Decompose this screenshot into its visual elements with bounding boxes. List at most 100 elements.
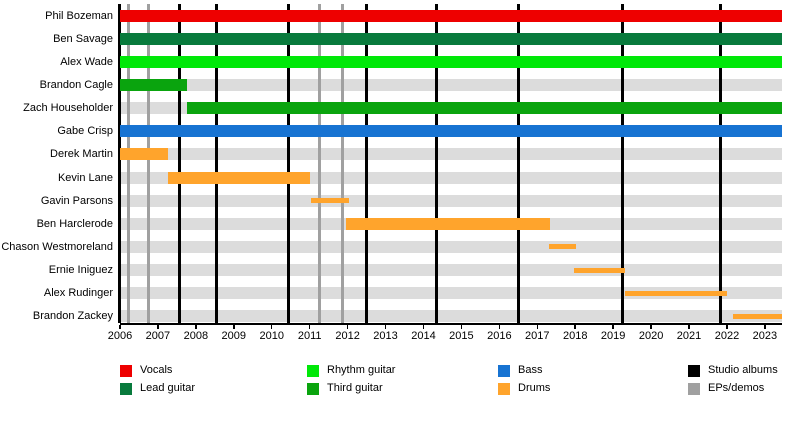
year-label-2011: 2011 [297, 330, 322, 342]
ep-demo-line [341, 4, 345, 323]
year-tick [460, 324, 463, 329]
legend-swatch-lead-guitar [120, 383, 132, 395]
year-label-2020: 2020 [638, 330, 664, 342]
member-bar-ben-harclerode [345, 217, 550, 230]
legend-label-lead-guitar: Lead guitar [140, 382, 196, 394]
member-label-phil-bozeman: Phil Bozeman [45, 9, 113, 22]
year-label-2013: 2013 [373, 330, 398, 342]
year-label-2023: 2023 [752, 330, 778, 342]
studio-album-line [719, 4, 723, 323]
member-bar-alex-wade [120, 56, 782, 69]
legend-swatch-third-guitar [307, 383, 319, 395]
member-row-track-brandon-cagle [120, 79, 782, 92]
legend-swatch-vocals [120, 365, 132, 377]
year-label-2010: 2010 [259, 330, 284, 342]
year-label-2018: 2018 [562, 330, 588, 342]
studio-album-line [287, 4, 291, 323]
member-row-track-chason-westmoreland [120, 240, 782, 253]
year-tick [308, 324, 311, 329]
legend-swatch-eps-demos [688, 383, 700, 395]
year-tick [384, 324, 387, 329]
studio-album-line [178, 4, 182, 323]
member-row-track-alex-rudinger [120, 287, 782, 300]
member-bar-gabe-crisp [120, 125, 782, 138]
legend-label-vocals: Vocals [140, 364, 173, 376]
year-label-2017: 2017 [525, 330, 550, 342]
member-bar-brandon-zackey [732, 313, 782, 319]
member-bar-ernie-iniguez [574, 267, 625, 273]
studio-album-line [621, 4, 625, 323]
ep-demo-line [126, 4, 130, 323]
year-tick [688, 324, 690, 329]
member-label-ben-harclerode: Ben Harclerode [36, 217, 113, 230]
member-label-kevin-lane: Kevin Lane [57, 171, 113, 184]
studio-album-line [516, 4, 520, 323]
member-row-track-gavin-parsons [120, 194, 782, 207]
member-bar-alex-rudinger [624, 290, 727, 296]
year-tick [422, 324, 425, 329]
year-tick [233, 324, 235, 329]
member-row-track-ernie-iniguez [120, 264, 782, 276]
studio-album-line [365, 4, 369, 323]
member-label-brandon-zackey: Brandon Zackey [32, 310, 113, 323]
member-label-chason-westmoreland: Chason Westmoreland [1, 240, 113, 253]
legend-label-studio-albums: Studio albums [708, 364, 778, 376]
member-bar-chason-westmoreland [548, 244, 576, 250]
member-label-gabe-crisp: Gabe Crisp [57, 125, 113, 138]
member-bar-derek-martin [120, 148, 168, 161]
member-row-track-derek-martin [120, 148, 782, 161]
year-tick [536, 324, 539, 329]
member-label-gavin-parsons: Gavin Parsons [40, 194, 113, 207]
year-tick [119, 324, 121, 329]
member-label-zach-householder: Zach Householder [23, 102, 113, 115]
legend-swatch-rhythm-guitar [307, 365, 319, 377]
year-label-2012: 2012 [335, 330, 360, 342]
year-label-2007: 2007 [145, 330, 171, 342]
legend-swatch-studio-albums [688, 365, 700, 377]
year-label-2014: 2014 [411, 330, 436, 342]
ep-demo-line [146, 4, 150, 323]
legend-label-bass: Bass [518, 364, 543, 376]
year-tick [650, 324, 652, 329]
year-tick [270, 324, 273, 329]
ep-demo-line [317, 4, 321, 323]
year-tick [195, 324, 197, 329]
legend-label-eps-demos: EPs/demos [708, 382, 765, 394]
year-label-2016: 2016 [487, 330, 512, 342]
member-label-derek-martin: Derek Martin [50, 148, 113, 161]
year-label-2021: 2021 [676, 330, 702, 342]
member-label-ben-savage: Ben Savage [53, 32, 113, 45]
legend-label-rhythm-guitar: Rhythm guitar [327, 364, 396, 376]
legend-swatch-bass [498, 365, 510, 377]
year-label-2006: 2006 [107, 330, 133, 342]
member-label-alex-rudinger: Alex Rudinger [43, 287, 113, 300]
member-bar-ben-savage [120, 32, 782, 45]
legend-label-third-guitar: Third guitar [327, 382, 383, 394]
year-label-2022: 2022 [714, 330, 740, 342]
year-label-2009: 2009 [221, 330, 247, 342]
year-label-2008: 2008 [183, 330, 209, 342]
member-row-track-brandon-zackey [120, 310, 782, 323]
studio-album-line [215, 4, 219, 323]
year-tick [157, 324, 159, 329]
year-tick [612, 324, 614, 329]
legend-label-drums: Drums [518, 382, 551, 394]
studio-album-line [434, 4, 438, 323]
year-tick [726, 324, 728, 329]
member-bar-kevin-lane [167, 171, 310, 184]
member-bar-phil-bozeman [120, 9, 782, 22]
member-bar-zach-householder [186, 102, 782, 115]
year-tick [574, 324, 576, 329]
legend-swatch-drums [498, 383, 510, 395]
year-tick [346, 324, 349, 329]
member-bar-brandon-cagle [120, 79, 187, 92]
x-axis-line [120, 323, 782, 325]
plot-left-border [118, 4, 121, 323]
member-label-brandon-cagle: Brandon Cagle [39, 79, 113, 92]
member-bar-gavin-parsons [310, 198, 349, 204]
member-label-ernie-iniguez: Ernie Iniguez [48, 264, 113, 276]
year-tick [498, 324, 501, 329]
member-label-alex-wade: Alex Wade [60, 56, 113, 69]
year-label-2019: 2019 [600, 330, 626, 342]
